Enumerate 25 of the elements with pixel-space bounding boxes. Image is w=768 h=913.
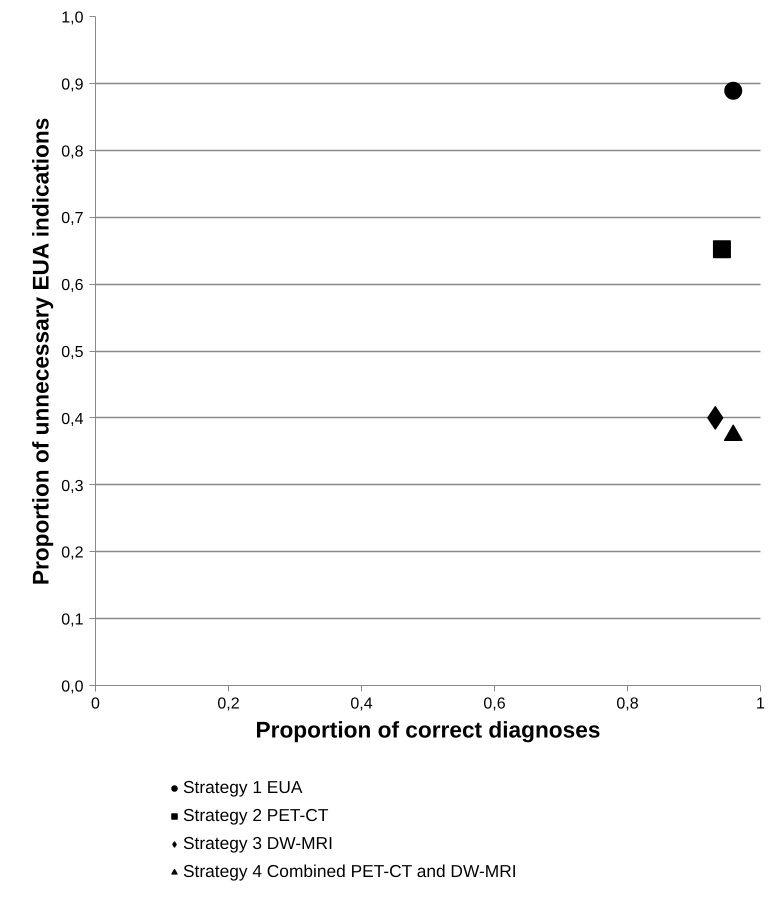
- x-tick-label: 0,4: [350, 696, 373, 712]
- y-tick-label: 0,3: [61, 478, 84, 495]
- point: [712, 240, 731, 258]
- x-tick-label: 1: [756, 696, 766, 712]
- y-tick-label: 0,2: [61, 544, 84, 562]
- point: [724, 82, 742, 100]
- x-tick-label: 0,6: [483, 696, 506, 712]
- legend-label: Strategy 2 PET-CT: [183, 805, 328, 826]
- legend-label: Strategy 1 EUA: [183, 777, 302, 798]
- y-tick-label: 0,6: [61, 277, 84, 294]
- legend-label: Strategy 3 DW-MRI: [183, 833, 333, 854]
- y-tick-label: 0,8: [61, 143, 84, 160]
- y-tick-label: 0,1: [61, 612, 84, 629]
- y-tick-label: 0,9: [61, 76, 84, 94]
- y-tick-label: 0,5: [61, 344, 84, 361]
- y-axis-title: Proportion of unnecessary EUA indications: [27, 118, 54, 586]
- legend-label: Strategy 4 Combined PET-CT and DW-MRI: [183, 861, 517, 882]
- x-tick-label: 0,2: [217, 696, 240, 712]
- y-tick-label: 1,0: [61, 10, 84, 26]
- y-tick-label: 0,7: [61, 210, 84, 228]
- y-tick-label: 0,0: [61, 678, 84, 696]
- y-tick-label: 0,4: [61, 410, 84, 428]
- x-tick-label: 0: [91, 696, 100, 712]
- x-tick-label: 0,8: [616, 696, 639, 712]
- x-axis-title: Proportion of correct diagnoses: [256, 716, 600, 742]
